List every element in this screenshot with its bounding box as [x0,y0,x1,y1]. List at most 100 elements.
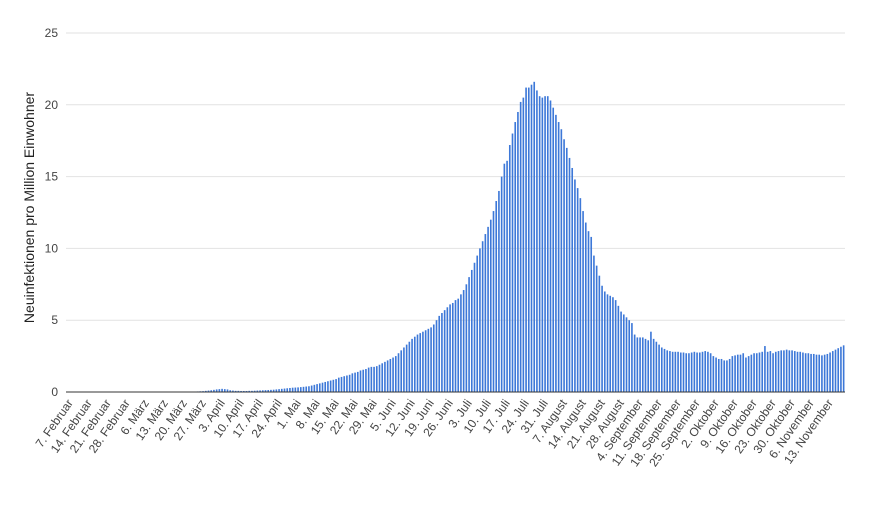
bar [834,349,837,392]
bar [261,390,264,392]
bar [280,388,283,392]
bar [745,357,747,392]
bar [742,353,745,392]
y-tick-label: 20 [45,98,59,112]
bar [707,351,709,392]
bar [584,222,587,392]
bar [451,302,454,392]
bar [525,87,527,392]
bar [419,333,422,392]
bar [310,385,313,392]
bar [283,388,286,392]
bar [682,352,685,392]
bar [479,248,481,392]
bar [688,353,690,392]
bar [313,384,316,392]
bar [397,353,400,392]
bar [663,348,666,392]
bar [544,96,546,393]
bar [766,351,769,392]
bar [327,381,329,392]
bar [622,314,625,392]
bar [394,356,397,392]
bar [492,211,495,392]
bar [677,351,679,392]
bar [840,346,842,392]
bar [549,100,552,393]
bar [769,351,772,392]
y-tick-label: 25 [45,26,59,40]
bar [427,328,430,392]
bar [631,323,633,392]
bar [498,190,500,392]
bar [308,386,310,392]
bar [411,338,413,392]
bar [449,304,451,392]
bar [370,366,373,392]
bar [465,284,468,392]
bar [416,334,419,392]
bar [731,356,734,392]
bar [774,351,777,392]
bar [424,330,427,392]
bars [164,81,845,393]
bar [299,387,302,392]
bar [386,360,389,392]
bar [223,389,226,392]
bar [405,344,408,392]
bar [245,390,248,392]
bar [522,97,525,393]
bar [785,349,788,392]
bar [413,336,416,392]
bar [696,352,698,392]
bar [291,387,294,392]
bar [316,384,318,392]
bar [462,290,465,392]
bar [717,358,720,392]
bar [593,255,595,392]
bar [389,358,392,392]
bar [530,84,533,392]
bar [552,107,555,393]
bar [565,147,568,392]
bar [213,389,215,392]
bar [633,334,636,392]
bar [335,379,337,392]
bar [340,376,343,392]
bar [753,353,755,392]
bar [329,380,332,392]
bar [400,350,403,392]
bar [557,122,560,392]
bar [204,390,207,392]
bar [761,351,764,392]
bar [609,295,612,392]
bar [807,353,810,392]
bar [226,389,229,392]
bar [460,294,462,392]
bar [533,81,536,392]
bar [242,390,245,392]
bar [701,351,704,392]
bar [715,357,717,392]
bar [430,327,432,392]
bar [294,387,297,392]
bar [829,352,831,392]
bar [408,341,411,392]
bar [614,300,617,392]
bar [837,348,840,392]
bar [508,145,511,392]
bar [666,350,669,392]
bar [764,346,766,392]
bar [346,375,348,392]
bar [821,355,823,392]
bar [826,353,829,392]
bar [576,188,579,392]
bar [644,338,647,392]
bar [511,133,514,392]
bar [381,363,384,392]
bar [495,201,498,392]
bar [639,337,641,392]
bar [234,390,237,392]
